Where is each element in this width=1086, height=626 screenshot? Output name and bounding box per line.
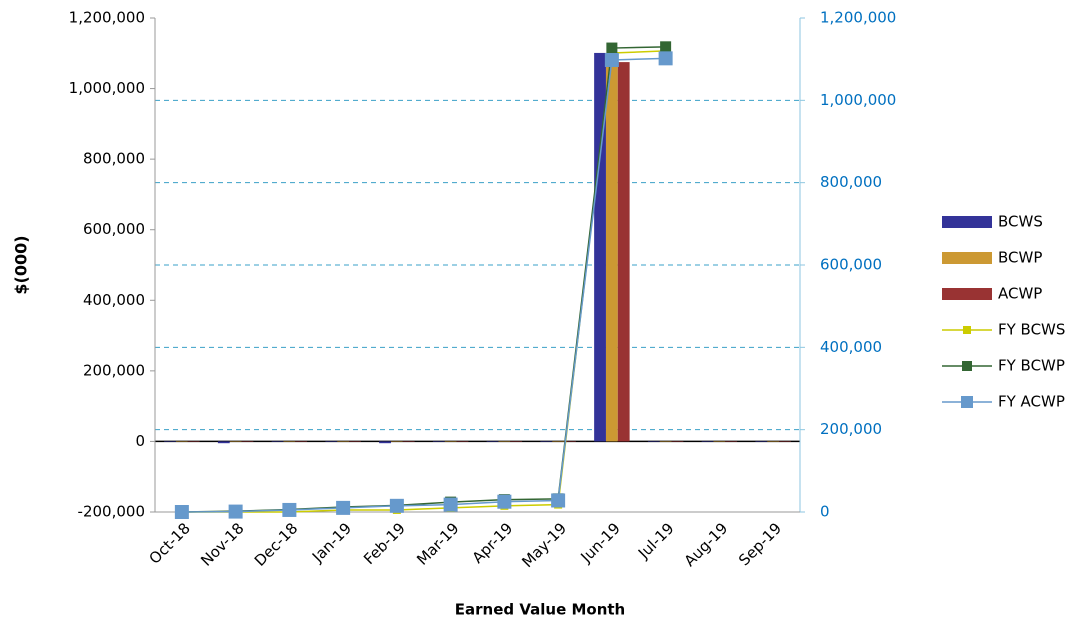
marker	[336, 500, 351, 515]
legend-label: ACWP	[998, 285, 1042, 303]
bar	[779, 441, 791, 442]
marker	[660, 41, 672, 53]
bar	[725, 441, 738, 442]
bar	[552, 441, 565, 442]
bar	[444, 441, 457, 442]
legend-marker	[962, 361, 972, 371]
bar	[456, 441, 469, 442]
bar	[510, 441, 523, 442]
bar	[564, 441, 576, 442]
x-tick-label: Sep-19	[735, 519, 785, 569]
marker	[174, 505, 189, 519]
x-tick-label: Oct-18	[145, 519, 193, 567]
x-tick-label: Feb-19	[360, 519, 409, 568]
line	[181, 57, 666, 513]
legend-label: FY ACWP	[998, 393, 1065, 411]
legend-label: BCWS	[998, 213, 1043, 231]
bar	[402, 441, 415, 442]
y2-tick-label: 1,200,000	[820, 9, 896, 27]
bar	[617, 62, 630, 442]
bar	[498, 441, 511, 442]
bar	[432, 441, 445, 442]
bar	[701, 441, 714, 442]
bar	[164, 441, 176, 442]
marker	[551, 493, 566, 508]
y2-tick-label: 800,000	[820, 173, 882, 191]
bar	[349, 441, 361, 442]
bar	[390, 441, 403, 442]
bar	[379, 441, 391, 444]
marker	[606, 42, 618, 54]
bar	[594, 52, 606, 442]
marker	[228, 504, 243, 519]
bar	[217, 441, 230, 444]
bar	[671, 441, 684, 442]
y-tick-label: -200,000	[78, 503, 145, 521]
line	[181, 46, 666, 513]
y-axis-label: $(000)	[12, 235, 31, 294]
bar	[767, 441, 780, 442]
bar	[283, 441, 296, 442]
legend-swatch	[942, 252, 992, 264]
bar	[755, 441, 768, 442]
legend-marker	[963, 326, 971, 334]
bar	[295, 441, 308, 442]
y-tick-label: 200,000	[83, 361, 145, 379]
bar	[540, 441, 553, 442]
marker	[282, 502, 297, 517]
marker	[497, 494, 512, 509]
legend-label: FY BCWP	[998, 357, 1065, 375]
bar	[337, 441, 350, 442]
bar	[241, 441, 254, 442]
y2-tick-label: 200,000	[820, 420, 882, 438]
x-tick-label: Aug-19	[681, 519, 732, 570]
bar	[175, 441, 188, 442]
bar	[713, 441, 726, 442]
y-tick-label: 1,000,000	[69, 79, 145, 97]
x-tick-label: Nov-18	[197, 519, 247, 569]
y-tick-label: 0	[135, 432, 145, 450]
x-tick-label: May-19	[518, 519, 570, 571]
y-tick-label: 1,200,000	[69, 9, 145, 27]
legend-label: FY BCWS	[998, 321, 1065, 339]
legend-marker	[961, 396, 973, 408]
bar	[325, 441, 338, 442]
x-tick-label: Dec-18	[251, 519, 302, 570]
y2-tick-label: 600,000	[820, 256, 882, 274]
line	[181, 50, 666, 513]
legend-label: BCWP	[998, 249, 1042, 267]
y2-tick-label: 0	[820, 503, 830, 521]
bar	[271, 441, 284, 442]
y2-tick-label: 400,000	[820, 338, 882, 356]
bar	[605, 60, 618, 442]
marker	[658, 51, 673, 66]
x-tick-label: Jun-19	[577, 519, 624, 566]
bar	[486, 441, 499, 442]
bar	[647, 441, 660, 442]
legend-swatch	[942, 216, 992, 228]
bar	[659, 441, 672, 442]
y-tick-label: 400,000	[83, 291, 145, 309]
legend-swatch	[942, 288, 992, 300]
marker	[389, 498, 404, 513]
x-tick-label: Mar-19	[413, 519, 462, 568]
x-tick-label: Apr-19	[469, 519, 517, 567]
x-tick-label: Jan-19	[308, 519, 355, 566]
y-tick-label: 600,000	[83, 220, 145, 238]
x-axis-label: Earned Value Month	[455, 601, 625, 619]
bar	[187, 441, 200, 442]
bar	[229, 441, 242, 442]
y2-tick-label: 1,000,000	[820, 91, 896, 109]
x-tick-label: Jul-19	[634, 519, 678, 563]
marker	[443, 497, 458, 512]
marker	[604, 52, 619, 67]
y-tick-label: 800,000	[83, 150, 145, 168]
